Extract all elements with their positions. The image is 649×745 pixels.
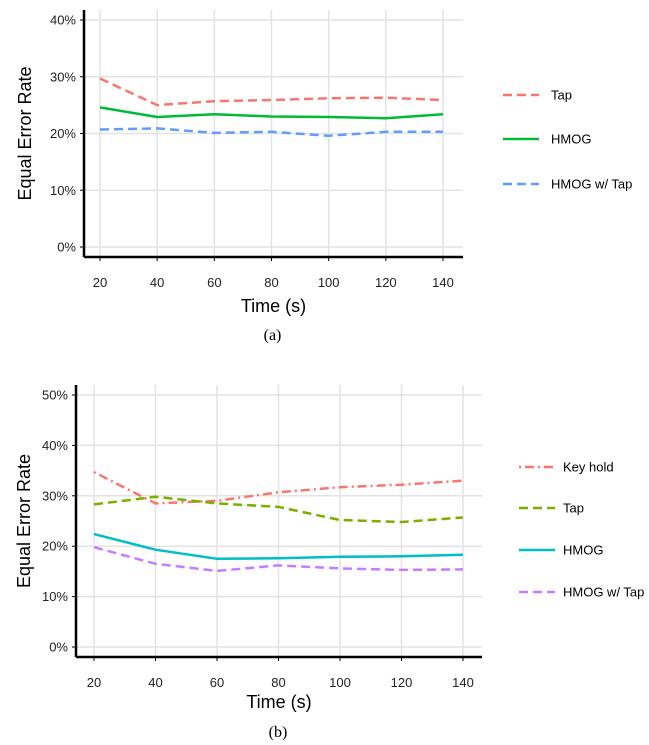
series-line <box>99 106 444 120</box>
x-axis-title: Time (s) <box>246 692 311 712</box>
legend-label: Tap <box>563 501 584 516</box>
x-tick-label: 100 <box>329 675 351 690</box>
x-tick-label: 60 <box>207 275 221 290</box>
x-tick-label: 80 <box>271 675 285 690</box>
x-tick-label: 120 <box>375 275 397 290</box>
panel-caption: (a) <box>264 327 282 344</box>
y-tick-label: 20% <box>42 539 68 554</box>
y-axis-title: Equal Error Rate <box>14 454 34 588</box>
x-tick-label: 40 <box>148 675 162 690</box>
y-tick-label: 10% <box>50 183 76 198</box>
y-tick-label: 30% <box>50 69 76 84</box>
x-tick-label: 60 <box>210 675 224 690</box>
series-line <box>93 545 464 573</box>
legend-label: Tap <box>551 88 572 103</box>
chart-panel: 0% 10% 20% 30% 40% 20 40 60 80 100 120 140 Time (s) E… <box>15 10 632 344</box>
series-line <box>99 77 444 107</box>
y-tick-label: 20% <box>50 126 76 141</box>
series-line <box>93 532 464 561</box>
x-tick-label: 100 <box>318 275 340 290</box>
x-tick-label: 20 <box>93 275 107 290</box>
legend-label: HMOG <box>563 543 603 558</box>
x-tick-label: 140 <box>432 275 454 290</box>
series-line <box>99 127 443 138</box>
x-axis-title: Time (s) <box>241 296 306 316</box>
y-axis-title: Equal Error Rate <box>15 66 35 200</box>
x-tick-label: 120 <box>391 675 413 690</box>
y-tick-label: 40% <box>42 438 68 453</box>
legend-label: HMOG <box>551 132 591 147</box>
series-line <box>93 470 464 505</box>
legend-label: Key hold <box>563 460 614 475</box>
y-tick-label: 10% <box>42 589 68 604</box>
legend-label: HMOG w/ Tap <box>551 177 632 192</box>
y-tick-label: 40% <box>50 13 76 28</box>
x-tick-label: 140 <box>452 675 474 690</box>
chart-panel: 0% 10% 20% 30% 40% 50% 20 40 60 80 100 120 140 Time (… <box>14 385 644 741</box>
y-tick-label: 50% <box>42 388 68 403</box>
y-tick-label: 30% <box>42 488 68 503</box>
y-tick-label: 0% <box>57 240 76 255</box>
x-tick-label: 40 <box>150 275 164 290</box>
series-line <box>93 495 464 524</box>
legend-label: HMOG w/ Tap <box>563 585 644 600</box>
x-tick-label: 20 <box>87 675 101 690</box>
panel-caption: (b) <box>269 724 288 741</box>
y-tick-label: 0% <box>49 640 68 655</box>
x-tick-label: 80 <box>264 275 278 290</box>
